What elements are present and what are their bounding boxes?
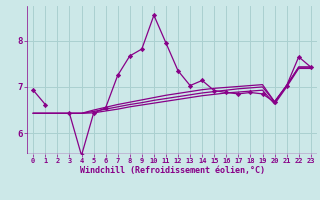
X-axis label: Windchill (Refroidissement éolien,°C): Windchill (Refroidissement éolien,°C) [79,166,265,175]
